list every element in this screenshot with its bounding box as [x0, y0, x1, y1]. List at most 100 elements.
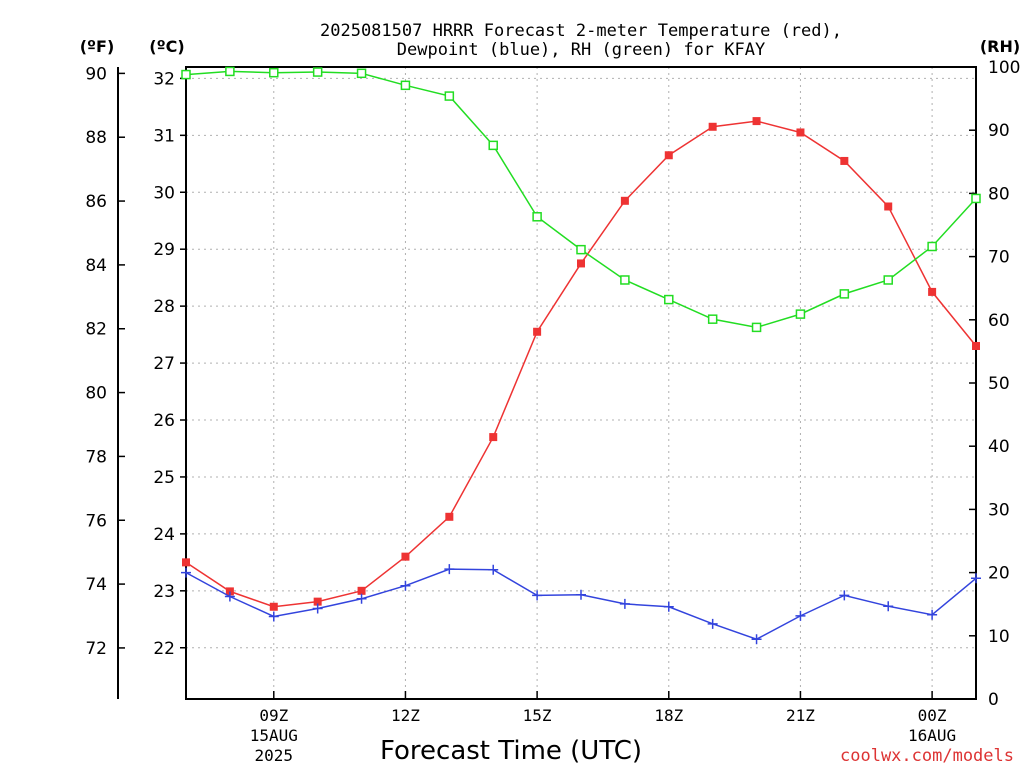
temperature-point [577, 259, 585, 268]
dewpoint-point [488, 564, 499, 575]
dewpoint-point [663, 601, 674, 612]
celsius-tick-label: 22 [153, 639, 175, 659]
dewpoint-point [224, 591, 235, 602]
rh-tick-label: 0 [988, 690, 999, 710]
dewpoint-point [356, 593, 367, 604]
rh-tick-label: 60 [988, 311, 1010, 331]
rh-point [488, 140, 498, 151]
dewpoint-line [185, 568, 977, 641]
temperature-point [972, 341, 980, 350]
fahrenheit-tick-label: 74 [85, 575, 107, 595]
temperature-point [620, 196, 629, 205]
dewpoint-point [971, 573, 981, 584]
axes: 90 88 86 84 82 80 78 76 74 72 32 31 30 29 28 27 26 25 24 23… [85, 58, 1020, 765]
temperature-point [884, 202, 893, 211]
temperature-point [182, 558, 190, 567]
x-tick-date: 15AUG [250, 726, 298, 745]
x-tick-date: 16AUG [908, 726, 956, 745]
fahrenheit-tick-label: 90 [85, 64, 107, 84]
rh-tick-label: 50 [988, 374, 1010, 394]
temperature-point [796, 128, 805, 137]
celsius-axis-label: (ºC) [149, 37, 184, 56]
fahrenheit-tick-label: 84 [85, 256, 107, 276]
rh-tick-label: 90 [988, 121, 1010, 141]
rh-point [620, 275, 630, 285]
chart-title-line1: 2025081507 HRRR Forecast 2-meter Tempera… [320, 21, 842, 41]
dewpoint-point [839, 590, 850, 601]
rh-point [927, 241, 937, 252]
rh-point [883, 275, 893, 285]
rh-tick-label: 10 [988, 627, 1010, 647]
x-tick-label: 21Z [786, 706, 815, 725]
rh-point [269, 67, 279, 78]
rh-tick-label: 40 [988, 437, 1010, 457]
temperature-point [489, 433, 498, 442]
celsius-tick-label: 24 [153, 525, 175, 545]
dewpoint-point [883, 601, 894, 612]
rh-point [356, 68, 367, 79]
celsius-tick-label: 30 [153, 183, 175, 203]
celsius-tick-label: 25 [153, 468, 175, 488]
celsius-tick-label: 29 [153, 240, 175, 260]
temperature-point [928, 287, 937, 296]
dewpoint-point [576, 589, 586, 600]
temperature-point [840, 156, 849, 165]
fahrenheit-axis-label: (ºF) [80, 37, 115, 56]
rh-point [971, 193, 981, 204]
rh-point [444, 91, 455, 101]
dewpoint-point [312, 603, 323, 614]
temperature-point [752, 117, 761, 126]
celsius-tick-label: 27 [153, 354, 175, 374]
celsius-tick-label: 28 [153, 297, 175, 317]
rh-point [795, 309, 806, 319]
rh-axis-label: (RH) [980, 37, 1020, 56]
dewpoint-point [619, 598, 630, 609]
plot-frame [185, 66, 977, 700]
x-tick-label: 09Z [259, 706, 288, 725]
rh-tick-label: 80 [988, 184, 1010, 204]
temperature-point [401, 552, 410, 561]
rh-point [751, 322, 762, 333]
temperature-series [182, 117, 980, 611]
data-series [181, 66, 981, 645]
rh-point [225, 66, 235, 77]
fahrenheit-tick-label: 78 [85, 447, 107, 467]
dewpoint-point [927, 609, 938, 620]
rh-point [576, 244, 586, 255]
x-axis-title: Forecast Time (UTC) [380, 736, 642, 766]
temperature-point [269, 602, 278, 611]
temperature-point [225, 587, 234, 596]
celsius-tick-label: 32 [153, 69, 175, 89]
rh-point [312, 67, 323, 77]
dewpoint-point [532, 590, 543, 601]
rh-series [181, 66, 981, 333]
dewpoint-point [268, 611, 279, 622]
rh-point [400, 80, 411, 91]
fahrenheit-tick-label: 80 [85, 384, 107, 404]
dewpoint-point [181, 567, 191, 578]
rh-point [707, 314, 718, 324]
temperature-point [664, 151, 673, 160]
fahrenheit-tick-label: 76 [85, 511, 107, 531]
rh-point [664, 294, 674, 305]
temperature-point [357, 586, 366, 595]
rh-point [181, 69, 191, 80]
rh-tick-label: 20 [988, 564, 1010, 584]
dewpoint-point [444, 564, 455, 575]
x-tick-label: 15Z [523, 706, 552, 725]
temperature-point [533, 327, 542, 336]
fahrenheit-tick-label: 82 [85, 320, 107, 340]
x-tick-label: 00Z [918, 706, 947, 725]
fahrenheit-tick-label: 72 [85, 639, 107, 659]
temperature-point [708, 122, 717, 131]
x-tick-label: 18Z [654, 706, 683, 725]
celsius-tick-label: 26 [153, 411, 175, 431]
temperature-point [313, 597, 322, 606]
dewpoint-point [400, 580, 411, 591]
dewpoint-series [181, 564, 981, 645]
rh-tick-label: 70 [988, 248, 1010, 268]
rh-point [839, 289, 850, 299]
fahrenheit-tick-label: 88 [85, 128, 107, 148]
credit-text: coolwx.com/models [840, 746, 1014, 766]
